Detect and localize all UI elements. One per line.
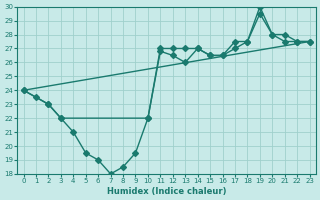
X-axis label: Humidex (Indice chaleur): Humidex (Indice chaleur) — [107, 187, 226, 196]
